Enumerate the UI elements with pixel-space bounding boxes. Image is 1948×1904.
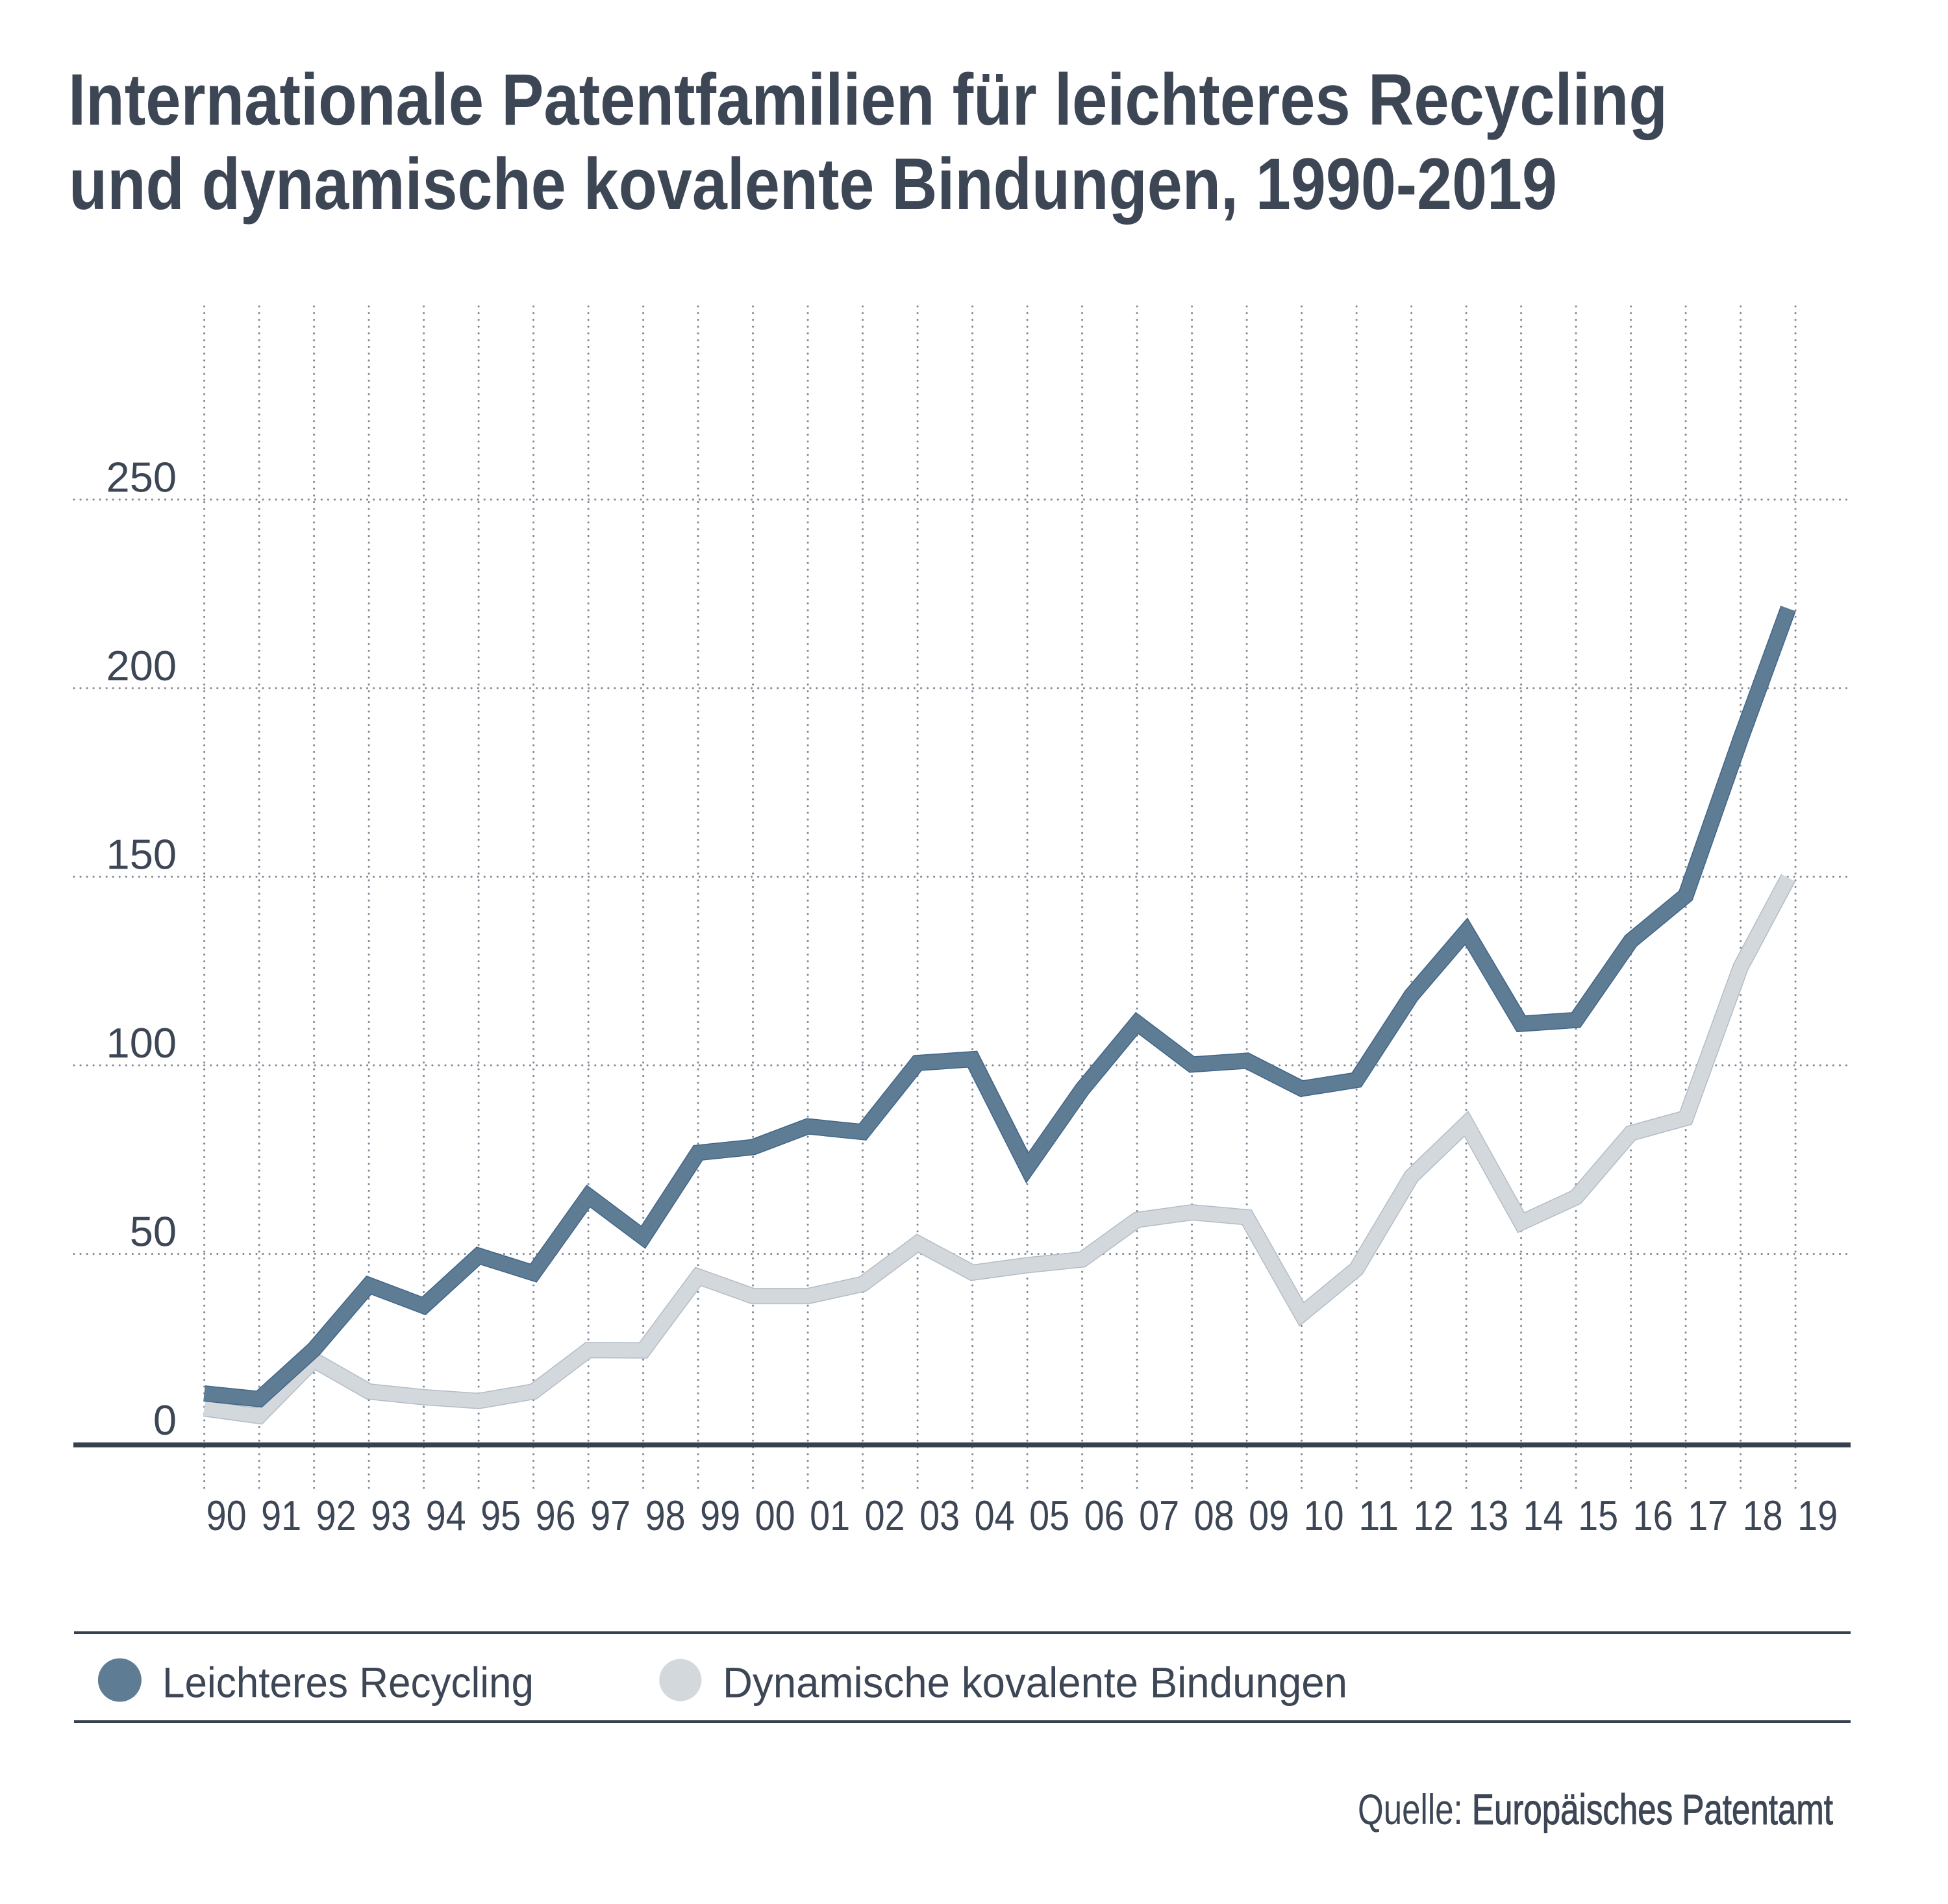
- svg-text:14: 14: [1523, 1492, 1564, 1539]
- svg-text:50: 50: [130, 1208, 177, 1255]
- svg-text:01: 01: [810, 1492, 850, 1539]
- svg-text:10: 10: [1304, 1492, 1344, 1539]
- svg-text:06: 06: [1084, 1492, 1125, 1539]
- svg-text:11: 11: [1358, 1492, 1399, 1539]
- svg-text:Dynamische kovalente Bindungen: Dynamische kovalente Bindungen: [723, 1659, 1347, 1707]
- svg-text:05: 05: [1029, 1492, 1069, 1539]
- svg-text:150: 150: [106, 831, 177, 878]
- svg-text:100: 100: [106, 1019, 177, 1067]
- svg-text:00: 00: [755, 1492, 795, 1539]
- svg-text:97: 97: [590, 1492, 631, 1539]
- svg-text:Leichteres Recycling: Leichteres Recycling: [162, 1659, 534, 1707]
- svg-text:03: 03: [919, 1492, 960, 1539]
- svg-text:17: 17: [1688, 1492, 1728, 1539]
- svg-text:250: 250: [106, 454, 177, 501]
- svg-text:13: 13: [1468, 1492, 1508, 1539]
- svg-text:02: 02: [865, 1492, 905, 1539]
- svg-text:96: 96: [536, 1492, 576, 1539]
- svg-text:91: 91: [261, 1492, 301, 1539]
- svg-text:15: 15: [1578, 1492, 1618, 1539]
- svg-text:und dynamische kovalente Bindu: und dynamische kovalente Bindungen, 1990…: [69, 143, 1557, 225]
- svg-text:99: 99: [700, 1492, 740, 1539]
- svg-text:16: 16: [1633, 1492, 1673, 1539]
- svg-text:95: 95: [481, 1492, 521, 1539]
- svg-text:09: 09: [1249, 1492, 1289, 1539]
- svg-text:07: 07: [1139, 1492, 1179, 1539]
- svg-text:18: 18: [1743, 1492, 1783, 1539]
- svg-text:200: 200: [106, 642, 177, 689]
- svg-text:93: 93: [371, 1492, 411, 1539]
- svg-text:19: 19: [1797, 1492, 1838, 1539]
- svg-text:92: 92: [316, 1492, 356, 1539]
- svg-text:0: 0: [153, 1396, 177, 1444]
- svg-text:94: 94: [426, 1492, 466, 1539]
- svg-text:90: 90: [206, 1492, 247, 1539]
- svg-text:12: 12: [1414, 1492, 1454, 1539]
- svg-text:Quelle: Europäisches Patentamt: Quelle: Europäisches Patentamt: [1358, 1785, 1833, 1833]
- svg-text:08: 08: [1194, 1492, 1234, 1539]
- svg-text:Internationale Patentfamilien: Internationale Patentfamilien für leicht…: [68, 59, 1667, 140]
- svg-text:04: 04: [975, 1492, 1015, 1539]
- svg-text:98: 98: [645, 1492, 686, 1539]
